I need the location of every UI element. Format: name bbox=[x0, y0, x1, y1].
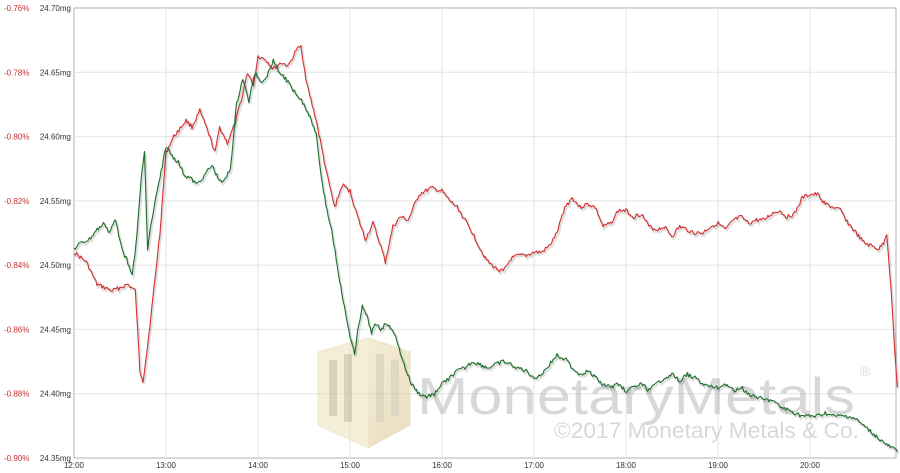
y-right-tick-label: 24.70mg bbox=[40, 4, 71, 13]
series-shadow-1 bbox=[74, 60, 900, 454]
y-left-tick-label: -0.78% bbox=[4, 68, 29, 77]
y-left-tick-label: -0.82% bbox=[4, 197, 29, 206]
watermark-brand: MonetaryMetals bbox=[417, 368, 855, 426]
axis-labels: -0.76% -0.78% -0.80% -0.82% -0.84% -0.86% -0.8… bbox=[4, 4, 821, 470]
y-left-tick-label: -0.90% bbox=[4, 454, 29, 463]
series-layer bbox=[73, 44, 900, 454]
y-left-tick-label: -0.76% bbox=[4, 4, 29, 13]
x-tick-label: 13:00 bbox=[156, 461, 177, 470]
x-tick-label: 12:00 bbox=[64, 461, 85, 470]
watermark: MonetaryMetals ® ©2017 Monetary Metals &… bbox=[317, 337, 871, 449]
x-tick-label: 20:00 bbox=[800, 461, 821, 470]
y-right-tick-label: 24.35mg bbox=[40, 454, 71, 463]
watermark-copyright: ©2017 Monetary Metals & Co. bbox=[554, 418, 859, 443]
y-left-tick-label: -0.86% bbox=[4, 325, 29, 334]
y-right-tick-label: 24.50mg bbox=[40, 261, 71, 270]
y-right-tick-label: 24.65mg bbox=[40, 68, 71, 77]
y-left-tick-label: -0.80% bbox=[4, 133, 29, 142]
y-right-tick-label: 24.60mg bbox=[40, 133, 71, 142]
plot-area bbox=[73, 7, 897, 459]
x-tick-label: 16:00 bbox=[432, 461, 453, 470]
watermark-registered: ® bbox=[860, 363, 871, 379]
x-tick-label: 17:00 bbox=[524, 461, 545, 470]
y-right-tick-label: 24.55mg bbox=[40, 197, 71, 206]
x-tick-label: 14:00 bbox=[248, 461, 269, 470]
x-tick-label: 15:00 bbox=[340, 461, 361, 470]
grid-lines bbox=[74, 8, 896, 458]
y-left-tick-label: -0.88% bbox=[4, 390, 29, 399]
watermark-logo bbox=[317, 337, 411, 449]
series-line-1 bbox=[73, 58, 898, 452]
y-left-tick-label: -0.84% bbox=[4, 261, 29, 270]
series-line-0 bbox=[73, 45, 898, 388]
y-right-tick-label: 24.40mg bbox=[40, 390, 71, 399]
x-tick-label: 18:00 bbox=[616, 461, 637, 470]
x-tick-label: 19:00 bbox=[708, 461, 729, 470]
y-right-tick-label: 24.45mg bbox=[40, 325, 71, 334]
